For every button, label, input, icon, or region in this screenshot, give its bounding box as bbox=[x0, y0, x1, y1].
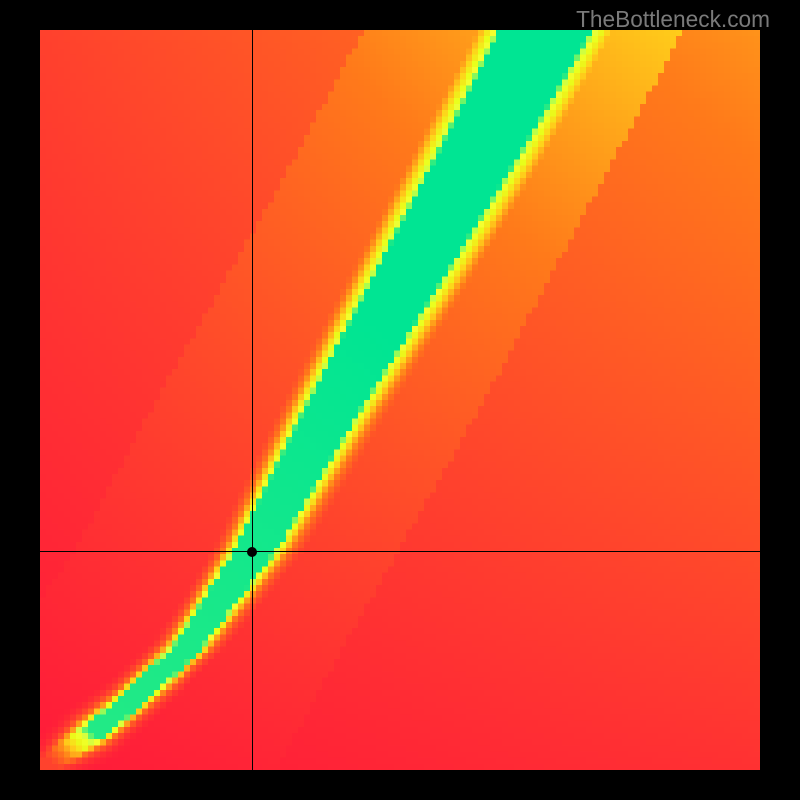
chart-container: TheBottleneck.com bbox=[0, 0, 800, 800]
crosshair-horizontal bbox=[40, 551, 760, 552]
crosshair-vertical bbox=[252, 30, 253, 770]
watermark-text: TheBottleneck.com bbox=[576, 6, 770, 33]
bottleneck-heatmap bbox=[40, 30, 760, 770]
